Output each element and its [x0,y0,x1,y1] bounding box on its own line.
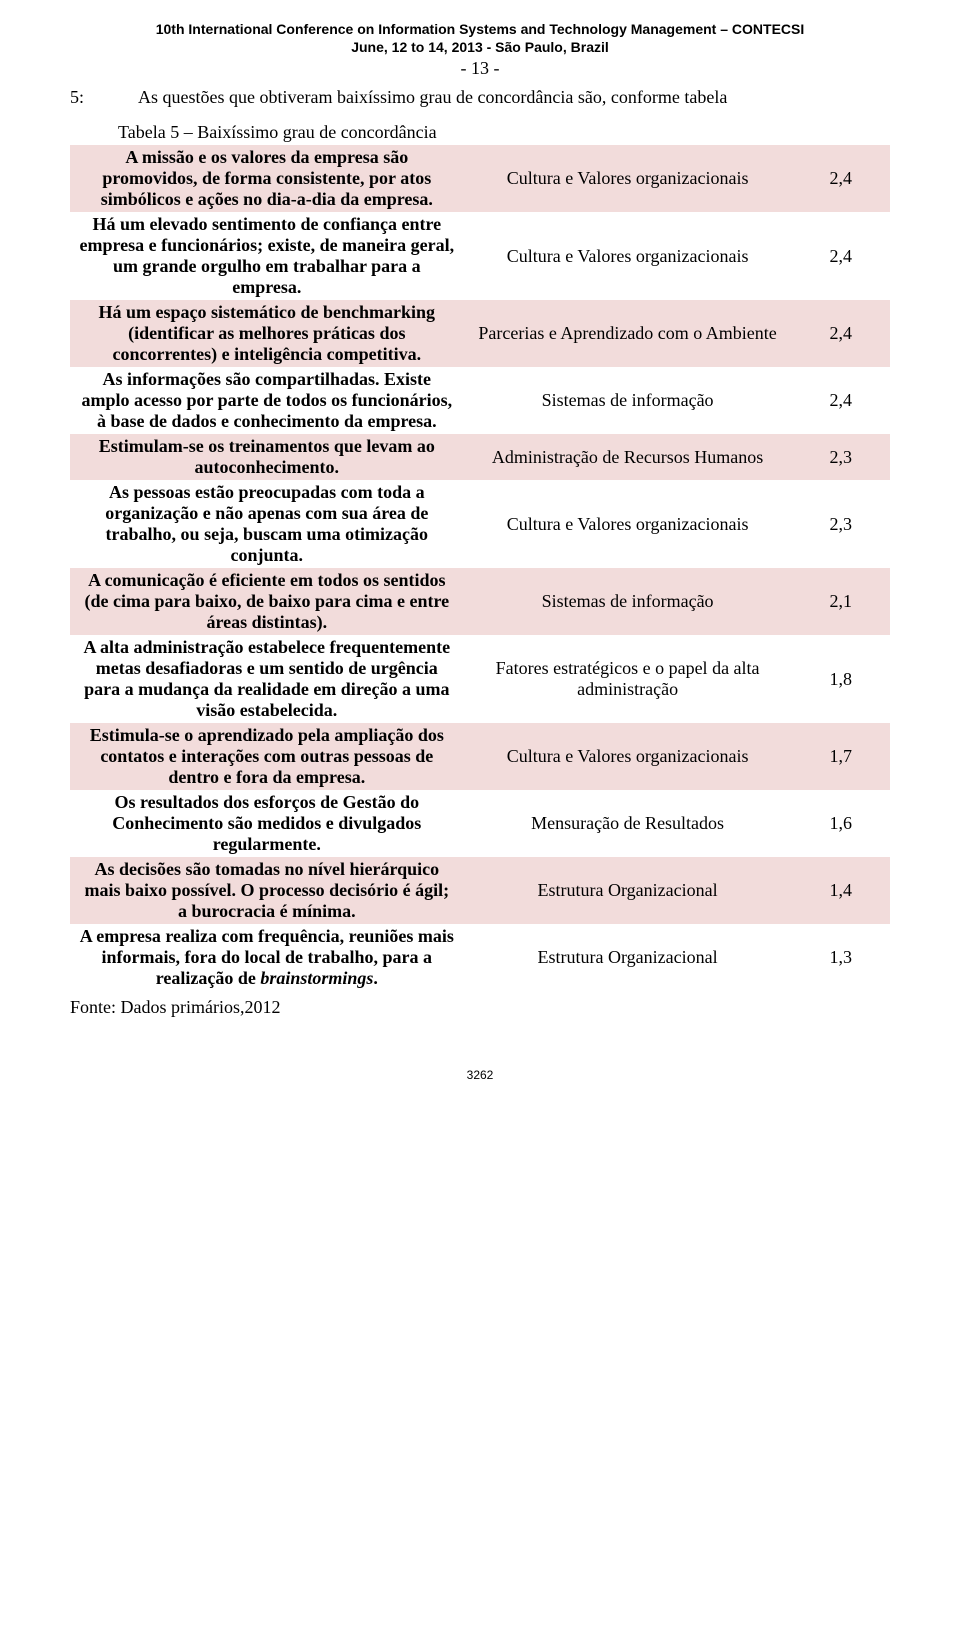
table-cell-item: As decisões são tomadas no nível hierárq… [70,857,464,924]
table-cell-category: Cultura e Valores organizacionais [464,480,792,568]
table-cell-value: 1,4 [792,857,890,924]
table-row: As decisões são tomadas no nível hierárq… [70,857,890,924]
table-cell-category: Parcerias e Aprendizado com o Ambiente [464,300,792,367]
table-cell-value: 2,4 [792,367,890,434]
conference-header: 10th International Conference on Informa… [70,20,890,56]
table-cell-item: As pessoas estão preocupadas com toda a … [70,480,464,568]
table-cell-value: 2,4 [792,145,890,212]
table-cell-value: 2,4 [792,212,890,300]
intro-paragraph: 5: As questões que obtiveram baixíssimo … [70,87,890,108]
table-row: A comunicação é eficiente em todos os se… [70,568,890,635]
table-row: As pessoas estão preocupadas com toda a … [70,480,890,568]
table-cell-value: 2,1 [792,568,890,635]
conference-title-line1: 10th International Conference on Informa… [70,20,890,38]
concordance-table: A missão e os valores da empresa são pro… [70,145,890,991]
conference-title-line2: June, 12 to 14, 2013 - São Paulo, Brazil [70,38,890,56]
table-cell-category: Cultura e Valores organizacionais [464,212,792,300]
table-cell-item: A empresa realiza com frequência, reuniõ… [70,924,464,991]
table-cell-category: Sistemas de informação [464,568,792,635]
table-cell-category: Administração de Recursos Humanos [464,434,792,480]
document-page: 10th International Conference on Informa… [0,0,960,1112]
table-row: As informações são compartilhadas. Exist… [70,367,890,434]
table-row: Estimula-se o aprendizado pela ampliação… [70,723,890,790]
table-row: A missão e os valores da empresa são pro… [70,145,890,212]
table-cell-category: Estrutura Organizacional [464,924,792,991]
table-cell-category: Sistemas de informação [464,367,792,434]
intro-text: As questões que obtiveram baixíssimo gra… [90,87,890,108]
table-cell-category: Estrutura Organizacional [464,857,792,924]
table-cell-value: 2,3 [792,480,890,568]
table-cell-category: Cultura e Valores organizacionais [464,145,792,212]
table-row: Há um espaço sistemático de benchmarking… [70,300,890,367]
table-cell-value: 2,3 [792,434,890,480]
page-number-top: - 13 - [70,58,890,79]
table-cell-item: A alta administração estabelece frequent… [70,635,464,723]
table-row: Estimulam-se os treinamentos que levam a… [70,434,890,480]
table-cell-value: 1,6 [792,790,890,857]
table-body: A missão e os valores da empresa são pro… [70,145,890,991]
table-cell-item: A comunicação é eficiente em todos os se… [70,568,464,635]
table-cell-category: Mensuração de Resultados [464,790,792,857]
table-cell-category: Fatores estratégicos e o papel da alta a… [464,635,792,723]
table-cell-item: As informações são compartilhadas. Exist… [70,367,464,434]
table-cell-value: 1,7 [792,723,890,790]
table-row: A alta administração estabelece frequent… [70,635,890,723]
table-cell-item: Estimulam-se os treinamentos que levam a… [70,434,464,480]
table-caption: Tabela 5 – Baixíssimo grau de concordânc… [70,122,890,143]
table-cell-category: Cultura e Valores organizacionais [464,723,792,790]
table-row: Os resultados dos esforços de Gestão do … [70,790,890,857]
table-cell-item: Há um espaço sistemático de benchmarking… [70,300,464,367]
table-cell-item: Há um elevado sentimento de confiança en… [70,212,464,300]
table-cell-item: A missão e os valores da empresa são pro… [70,145,464,212]
intro-label-5: 5: [70,87,84,108]
table-row: A empresa realiza com frequência, reuniõ… [70,924,890,991]
page-number-bottom: 3262 [70,1068,890,1082]
table-cell-value: 1,3 [792,924,890,991]
table-source: Fonte: Dados primários,2012 [70,997,890,1018]
table-row: Há um elevado sentimento de confiança en… [70,212,890,300]
table-cell-item: Os resultados dos esforços de Gestão do … [70,790,464,857]
table-cell-value: 2,4 [792,300,890,367]
table-cell-item: Estimula-se o aprendizado pela ampliação… [70,723,464,790]
table-cell-value: 1,8 [792,635,890,723]
